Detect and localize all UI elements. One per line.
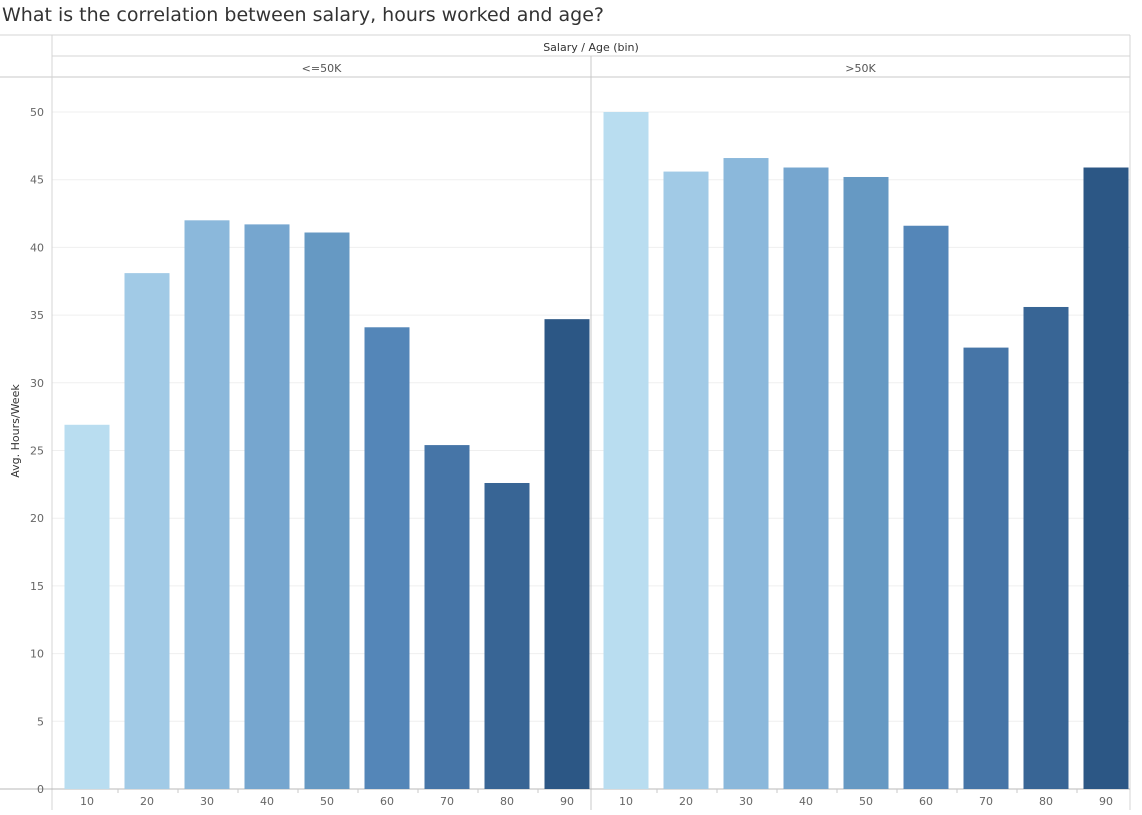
y-axis-label: Avg. Hours/Week <box>9 384 22 478</box>
x-tick-label: 20 <box>679 795 693 808</box>
bar[interactable] <box>723 158 769 789</box>
x-tick-label: 50 <box>320 795 334 808</box>
panel-header: <=50K <box>302 62 342 75</box>
bar[interactable] <box>64 424 110 789</box>
x-tick-label: 10 <box>619 795 633 808</box>
column-header: Salary / Age (bin) <box>543 41 639 54</box>
y-tick-label: 10 <box>30 648 44 661</box>
bar[interactable] <box>484 482 530 789</box>
y-tick-label: 25 <box>30 445 44 458</box>
x-tick-label: 40 <box>260 795 274 808</box>
x-tick-label: 70 <box>440 795 454 808</box>
bar[interactable] <box>124 273 170 790</box>
x-tick-label: 30 <box>200 795 214 808</box>
panel-header: >50K <box>845 62 876 75</box>
bar[interactable] <box>304 232 350 790</box>
bar[interactable] <box>663 171 709 790</box>
chart-title: What is the correlation between salary, … <box>2 4 604 26</box>
bar[interactable] <box>903 225 949 790</box>
bar[interactable] <box>1083 167 1129 789</box>
bar[interactable] <box>843 176 889 789</box>
x-tick-label: 40 <box>799 795 813 808</box>
y-tick-label: 30 <box>30 377 44 390</box>
y-tick-label: 15 <box>30 580 44 593</box>
x-tick-label: 90 <box>560 795 574 808</box>
bar[interactable] <box>364 327 410 789</box>
bar[interactable] <box>544 319 590 789</box>
bar[interactable] <box>1023 306 1069 789</box>
y-tick-label: 5 <box>37 715 44 728</box>
x-tick-label: 20 <box>140 795 154 808</box>
x-axis-ticks: 10 20 30 40 50 60 70 80 90 10 20 30 40 50 60 70 80 90 <box>80 789 1113 808</box>
y-tick-label: 35 <box>30 309 44 322</box>
bar[interactable] <box>963 347 1009 789</box>
y-tick-label: 50 <box>30 106 44 119</box>
x-tick-label: 90 <box>1099 795 1113 808</box>
y-tick-label: 40 <box>30 241 44 254</box>
y-tick-label: 0 <box>37 783 44 796</box>
bar[interactable] <box>424 445 470 789</box>
bar[interactable] <box>603 112 649 789</box>
x-tick-label: 60 <box>919 795 933 808</box>
y-tick-label: 20 <box>30 512 44 525</box>
x-tick-label: 10 <box>80 795 94 808</box>
x-tick-label: 30 <box>739 795 753 808</box>
x-tick-label: 70 <box>979 795 993 808</box>
y-axis-ticks: 0 5 10 15 20 25 30 35 40 45 50 <box>30 106 44 796</box>
y-tick-label: 45 <box>30 174 44 187</box>
bar[interactable] <box>244 224 290 789</box>
x-tick-label: 80 <box>500 795 514 808</box>
x-tick-label: 50 <box>859 795 873 808</box>
bar[interactable] <box>783 167 829 789</box>
x-tick-label: 60 <box>380 795 394 808</box>
x-tick-label: 80 <box>1039 795 1053 808</box>
bar[interactable] <box>184 220 230 789</box>
bars <box>64 112 1129 790</box>
panel-headers: <=50K >50K <box>302 62 877 75</box>
